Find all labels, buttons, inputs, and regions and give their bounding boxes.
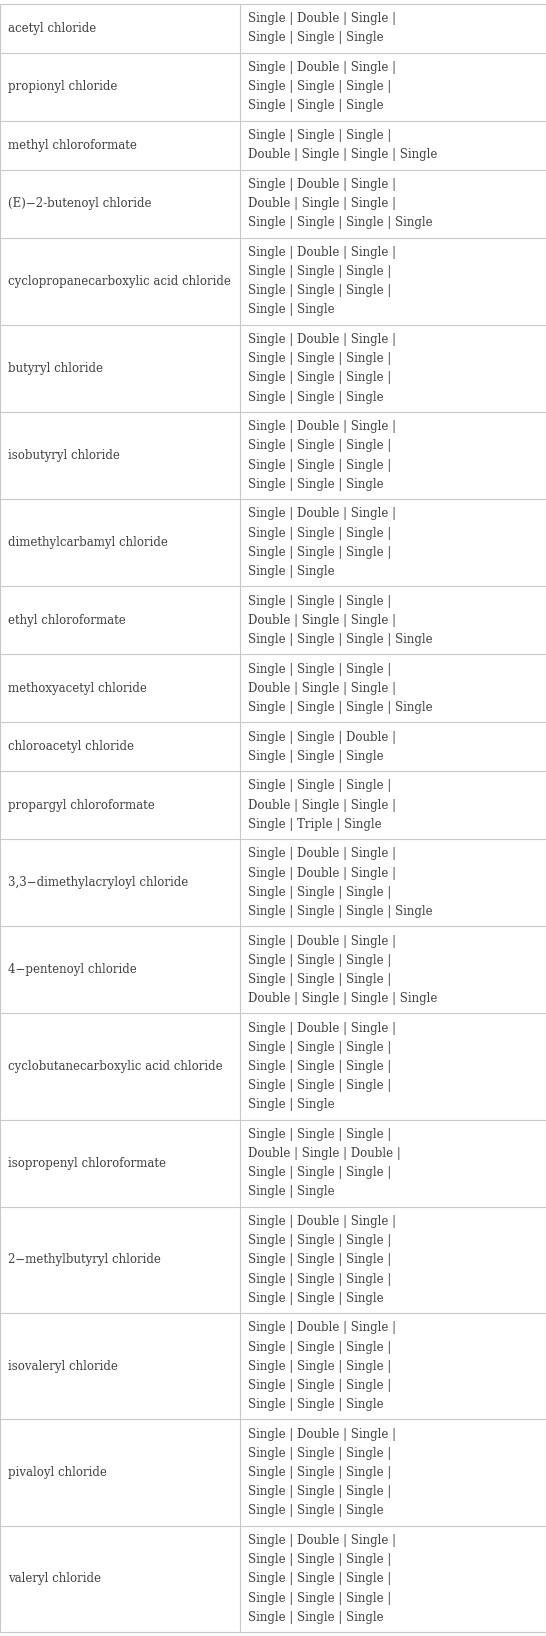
- Text: Single | Single | Single |: Single | Single | Single |: [248, 885, 391, 898]
- Text: chloroacetyl chloride: chloroacetyl chloride: [8, 739, 134, 753]
- Text: Single | Single | Single |: Single | Single | Single |: [248, 1360, 391, 1373]
- Text: isovaleryl chloride: isovaleryl chloride: [8, 1360, 118, 1373]
- Text: methoxyacetyl chloride: methoxyacetyl chloride: [8, 682, 147, 695]
- Text: Single | Single | Single | Single: Single | Single | Single | Single: [248, 633, 433, 646]
- Text: Single | Single | Double |: Single | Single | Double |: [248, 731, 396, 744]
- Text: Single | Single | Single |: Single | Single | Single |: [248, 663, 391, 676]
- Text: Single | Single | Single: Single | Single | Single: [248, 749, 384, 762]
- Text: methyl chloroformate: methyl chloroformate: [8, 139, 137, 152]
- Text: Single | Single: Single | Single: [248, 304, 335, 316]
- Text: Single | Single | Single |: Single | Single | Single |: [248, 265, 391, 278]
- Text: isopropenyl chloroformate: isopropenyl chloroformate: [8, 1157, 166, 1170]
- Text: Double | Single | Double |: Double | Single | Double |: [248, 1147, 401, 1160]
- Text: 2−methylbutyryl chloride: 2−methylbutyryl chloride: [8, 1253, 161, 1266]
- Text: Single | Double | Single |: Single | Double | Single |: [248, 847, 396, 861]
- Text: (E)−2-butenoyl chloride: (E)−2-butenoyl chloride: [8, 198, 151, 209]
- Text: Single | Single | Single |: Single | Single | Single |: [248, 1379, 391, 1392]
- Text: valeryl chloride: valeryl chloride: [8, 1572, 101, 1585]
- Text: Single | Double | Single |: Single | Double | Single |: [248, 1022, 396, 1034]
- Text: Single | Single | Single |: Single | Single | Single |: [248, 1040, 391, 1054]
- Text: Single | Single | Single |: Single | Single | Single |: [248, 1553, 391, 1566]
- Text: cyclobutanecarboxylic acid chloride: cyclobutanecarboxylic acid chloride: [8, 1060, 223, 1073]
- Text: 3,3−dimethylacryloyl chloride: 3,3−dimethylacryloyl chloride: [8, 877, 188, 890]
- Text: Single | Single | Single |: Single | Single | Single |: [248, 1466, 391, 1479]
- Text: pivaloyl chloride: pivaloyl chloride: [8, 1466, 107, 1479]
- Text: Single | Single | Single |: Single | Single | Single |: [248, 371, 391, 384]
- Text: Single | Single | Single |: Single | Single | Single |: [248, 1253, 391, 1266]
- Text: Single | Single | Single | Single: Single | Single | Single | Single: [248, 216, 433, 229]
- Text: Double | Single | Single | Single: Double | Single | Single | Single: [248, 149, 437, 162]
- Text: Double | Single | Single |: Double | Single | Single |: [248, 198, 396, 209]
- Text: Single | Single | Single |: Single | Single | Single |: [248, 129, 391, 142]
- Text: Single | Single | Single |: Single | Single | Single |: [248, 285, 391, 298]
- Text: Single | Double | Single |: Single | Double | Single |: [248, 245, 396, 258]
- Text: Single | Single | Single: Single | Single | Single: [248, 100, 384, 113]
- Text: Single | Single | Single |: Single | Single | Single |: [248, 594, 391, 607]
- Text: Single | Single | Single: Single | Single | Single: [248, 1611, 384, 1623]
- Text: Single | Single | Single |: Single | Single | Single |: [248, 1340, 391, 1353]
- Text: Single | Single | Single |: Single | Single | Single |: [248, 779, 391, 792]
- Text: Single | Double | Single |: Single | Double | Single |: [248, 1322, 396, 1335]
- Text: Single | Single: Single | Single: [248, 1186, 335, 1199]
- Text: butyryl chloride: butyryl chloride: [8, 362, 103, 375]
- Text: Single | Single | Single |: Single | Single | Single |: [248, 1485, 391, 1499]
- Text: Single | Single | Single: Single | Single | Single: [248, 1292, 384, 1306]
- Text: Single | Single | Single |: Single | Single | Single |: [248, 1273, 391, 1286]
- Text: Single | Single | Single: Single | Single | Single: [248, 391, 384, 404]
- Text: ethyl chloroformate: ethyl chloroformate: [8, 614, 126, 627]
- Text: Single | Single | Single | Single: Single | Single | Single | Single: [248, 905, 433, 918]
- Text: Single | Single | Single |: Single | Single | Single |: [248, 954, 391, 967]
- Text: Single | Double | Single |: Single | Double | Single |: [248, 1535, 396, 1548]
- Text: Single | Single: Single | Single: [248, 564, 335, 578]
- Text: Single | Single | Single |: Single | Single | Single |: [248, 1129, 391, 1140]
- Text: Single | Single | Single |: Single | Single | Single |: [248, 352, 391, 365]
- Text: Single | Single: Single | Single: [248, 1098, 335, 1111]
- Text: Single | Single | Single |: Single | Single | Single |: [248, 1060, 391, 1073]
- Text: Single | Double | Single |: Single | Double | Single |: [248, 178, 396, 191]
- Text: Single | Single | Single |: Single | Single | Single |: [248, 546, 391, 560]
- Text: Single | Single | Single |: Single | Single | Single |: [248, 527, 391, 540]
- Text: Single | Single | Single |: Single | Single | Single |: [248, 973, 391, 987]
- Text: Single | Double | Single |: Single | Double | Single |: [248, 934, 396, 947]
- Text: Double | Single | Single |: Double | Single | Single |: [248, 798, 396, 811]
- Text: Single | Double | Single |: Single | Double | Single |: [248, 61, 396, 74]
- Text: Double | Single | Single | Single: Double | Single | Single | Single: [248, 991, 437, 1005]
- Text: dimethylcarbamyl chloride: dimethylcarbamyl chloride: [8, 537, 168, 550]
- Text: cyclopropanecarboxylic acid chloride: cyclopropanecarboxylic acid chloride: [8, 275, 231, 288]
- Text: Single | Single | Single |: Single | Single | Single |: [248, 440, 391, 453]
- Text: Single | Double | Single |: Single | Double | Single |: [248, 867, 396, 880]
- Text: Single | Double | Single |: Single | Double | Single |: [248, 334, 396, 347]
- Text: Single | Single | Single |: Single | Single | Single |: [248, 1572, 391, 1585]
- Text: Double | Single | Single |: Double | Single | Single |: [248, 614, 396, 627]
- Text: Single | Double | Single |: Single | Double | Single |: [248, 1428, 396, 1441]
- Text: Single | Single | Single |: Single | Single | Single |: [248, 1166, 391, 1180]
- Text: Single | Single | Single: Single | Single | Single: [248, 478, 384, 491]
- Text: Single | Double | Single |: Single | Double | Single |: [248, 13, 396, 25]
- Text: Single | Double | Single |: Single | Double | Single |: [248, 1216, 396, 1229]
- Text: Double | Single | Single |: Double | Single | Single |: [248, 682, 396, 695]
- Text: Single | Single | Single: Single | Single | Single: [248, 1505, 384, 1517]
- Text: Single | Single | Single: Single | Single | Single: [248, 31, 384, 44]
- Text: Single | Double | Single |: Single | Double | Single |: [248, 420, 396, 434]
- Text: propionyl chloride: propionyl chloride: [8, 80, 117, 93]
- Text: Single | Triple | Single: Single | Triple | Single: [248, 818, 382, 831]
- Text: Single | Double | Single |: Single | Double | Single |: [248, 507, 396, 520]
- Text: Single | Single | Single: Single | Single | Single: [248, 1399, 384, 1412]
- Text: 4−pentenoyl chloride: 4−pentenoyl chloride: [8, 964, 136, 977]
- Text: Single | Single | Single |: Single | Single | Single |: [248, 458, 391, 471]
- Text: Single | Single | Single |: Single | Single | Single |: [248, 80, 391, 93]
- Text: Single | Single | Single |: Single | Single | Single |: [248, 1592, 391, 1605]
- Text: Single | Single | Single |: Single | Single | Single |: [248, 1234, 391, 1247]
- Text: propargyl chloroformate: propargyl chloroformate: [8, 798, 155, 811]
- Text: isobutyryl chloride: isobutyryl chloride: [8, 448, 120, 461]
- Text: Single | Single | Single | Single: Single | Single | Single | Single: [248, 700, 433, 713]
- Text: Single | Single | Single |: Single | Single | Single |: [248, 1080, 391, 1093]
- Text: acetyl chloride: acetyl chloride: [8, 21, 96, 34]
- Text: Single | Single | Single |: Single | Single | Single |: [248, 1446, 391, 1459]
